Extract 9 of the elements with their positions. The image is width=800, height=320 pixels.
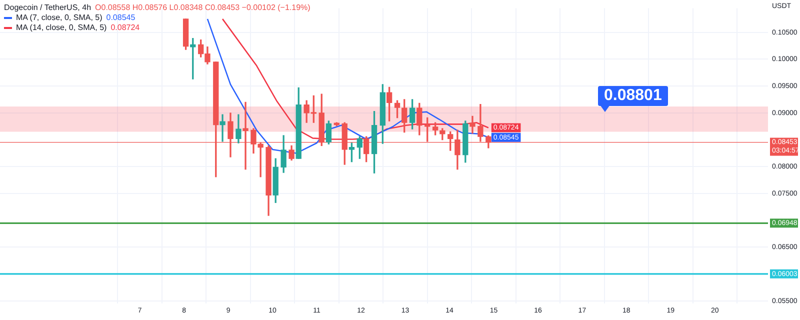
candlestick [220,114,226,142]
annotation: O0.08558 H0.08576 L0.08348 C0.08453 −0.00102 (−1.19%) [95,3,310,12]
text: 0.08724 [110,23,140,32]
legend-label: MA (14, close, 0, SMA, 5) [16,23,107,32]
candlestick [470,116,476,134]
legend-label: MA (7, close, 0, SMA, 5) [16,13,102,22]
annotation: 0.08801 [598,86,668,106]
chart-title: Dogecoin / TetherUS, 4h [4,3,92,12]
text: 0.08545 [106,13,136,22]
